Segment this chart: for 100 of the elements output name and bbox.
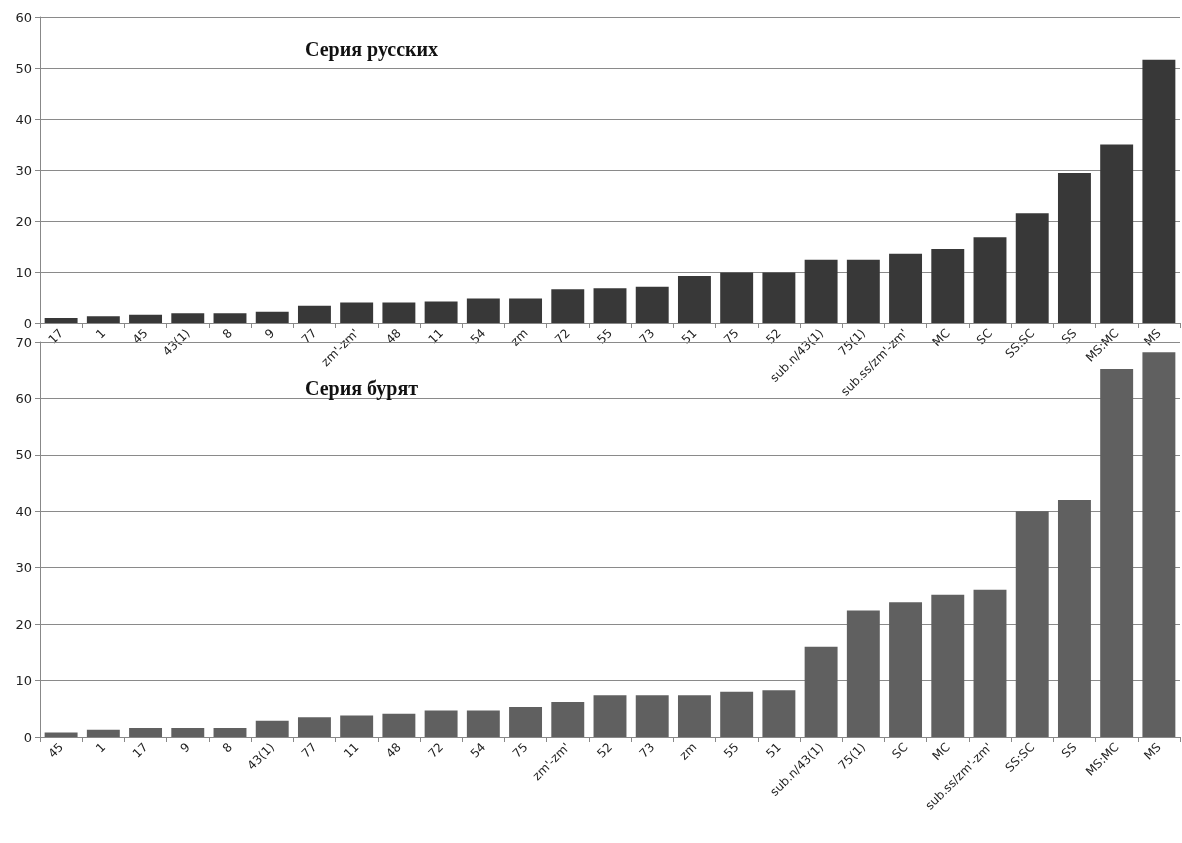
bar: [931, 249, 965, 323]
bar: [635, 695, 669, 737]
bar: [382, 302, 416, 323]
x-tick-label: SC: [889, 740, 911, 762]
bar: [297, 305, 331, 323]
bar: [762, 272, 796, 323]
x-tick-label: 52: [594, 740, 615, 761]
bar: [213, 313, 247, 323]
bar: [44, 317, 78, 323]
bar: [973, 589, 1007, 737]
bar: [509, 707, 543, 737]
x-tick-label: 9: [261, 326, 278, 342]
bar: [551, 289, 585, 323]
bar: [424, 301, 458, 323]
x-tick-label: 45: [129, 326, 151, 347]
y-tick-label: 30: [15, 162, 32, 178]
x-tick-label: 77: [298, 740, 320, 761]
x-tick-label: 72: [425, 740, 447, 761]
x-tick-label: 54: [467, 740, 489, 761]
y-tick-label: 70: [15, 334, 32, 350]
bar: [1057, 173, 1091, 323]
bar: [889, 602, 923, 737]
y-tick-label: 0: [23, 729, 32, 745]
bar: [255, 720, 289, 737]
bar: [171, 313, 205, 323]
x-tick-label: 45: [45, 740, 67, 761]
y-tick-label: 20: [15, 213, 32, 229]
x-tick-label: 75: [720, 326, 742, 347]
x-tick-label: SS: [1058, 740, 1080, 761]
bar: [635, 286, 669, 323]
bar: [1015, 213, 1049, 323]
x-tick-label: SC: [973, 326, 995, 348]
y-tick-label: 60: [15, 390, 32, 406]
bar: [466, 298, 500, 323]
bar: [297, 717, 331, 737]
bar: [1015, 511, 1049, 737]
x-tick-label: 11: [340, 740, 362, 761]
bar: [720, 691, 754, 737]
bar: [1100, 369, 1134, 737]
x-tick-label: 75: [509, 740, 531, 761]
bar: [804, 646, 838, 737]
bar: [973, 237, 1007, 323]
bar: [44, 732, 78, 737]
y-tick-label: 20: [15, 616, 32, 632]
x-tick-label: SS: [1058, 326, 1080, 347]
bar: [931, 594, 965, 737]
bar: [86, 316, 120, 323]
x-tick-label: 54: [467, 326, 489, 347]
x-tick-label: 17: [129, 740, 151, 761]
x-tick-label: 1: [92, 326, 109, 342]
x-tick-label: 55: [720, 740, 742, 761]
text: Серия бурят: [305, 377, 419, 400]
bar: [593, 288, 627, 323]
x-tick-label: 11: [425, 326, 447, 347]
bar: [846, 610, 880, 737]
bar: [1057, 500, 1091, 737]
bar: [846, 259, 880, 323]
x-tick-label: 77: [298, 326, 320, 347]
x-tick-label: zm: [507, 326, 531, 349]
x-tick-label: MS: [1141, 326, 1164, 349]
x-tick-label: 73: [636, 740, 658, 761]
bar: [466, 710, 500, 737]
x-tick-label: 8: [219, 326, 235, 342]
bar: [171, 727, 205, 737]
bar: [1142, 59, 1176, 323]
bar: [720, 272, 754, 323]
bar: [129, 727, 163, 737]
x-tick-label: 73: [636, 326, 658, 347]
bar: [382, 713, 416, 737]
y-tick-label: 40: [15, 111, 32, 127]
x-tick-label: 51: [678, 326, 700, 347]
y-tick-label: 10: [15, 673, 32, 689]
bar: [86, 729, 120, 737]
bar: [593, 695, 627, 737]
x-tick-label: 48: [383, 740, 404, 761]
bar: [255, 311, 289, 323]
bar: [213, 727, 247, 737]
y-tick-label: 10: [15, 264, 32, 280]
x-tick-label: zm: [676, 740, 700, 763]
x-tick-label: 55: [594, 326, 615, 347]
y-tick-label: 0: [23, 315, 32, 331]
x-tick-label: 1: [92, 740, 109, 756]
x-tick-label: 8: [219, 740, 235, 756]
y-tick-label: 40: [15, 503, 32, 519]
bar: [677, 695, 711, 737]
bar: [889, 253, 923, 323]
bar: [340, 302, 374, 323]
y-tick-label: 50: [15, 60, 32, 76]
bar: [509, 298, 543, 323]
bar: [551, 702, 585, 737]
text: Серия русских: [305, 38, 439, 61]
bar: [762, 690, 796, 737]
x-tick-label: 9: [177, 740, 193, 756]
y-tick-label: 30: [15, 560, 32, 576]
bar: [1100, 144, 1134, 323]
bar: [677, 276, 711, 323]
bar: [424, 710, 458, 737]
y-tick-label: 50: [15, 447, 32, 463]
y-tick-label: 60: [15, 9, 32, 25]
x-tick-label: MS: [1141, 740, 1164, 763]
